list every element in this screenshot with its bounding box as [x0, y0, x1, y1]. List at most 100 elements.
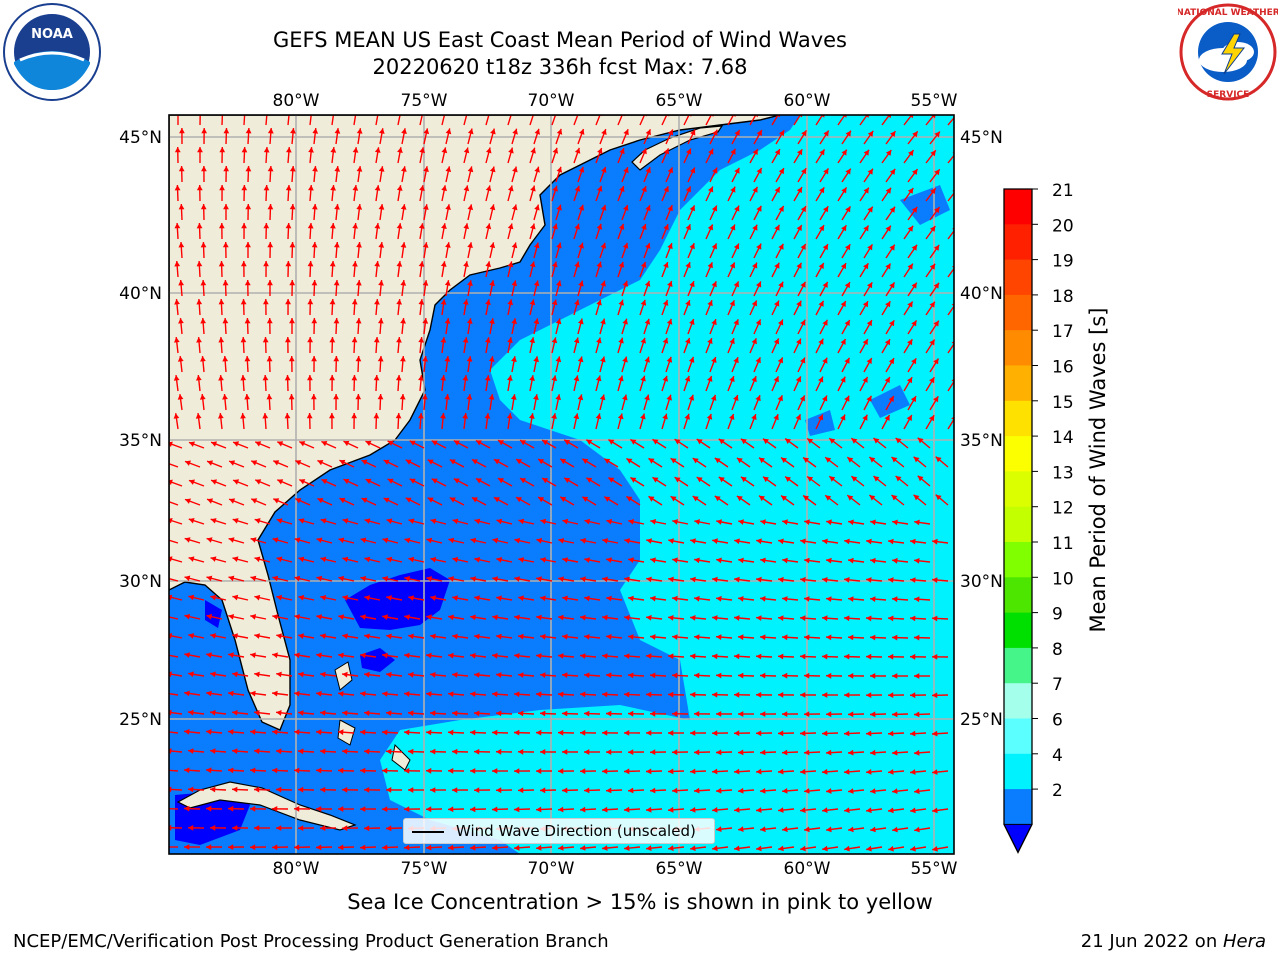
wind-wave-arrowhead [891, 457, 898, 463]
wind-wave-arrowhead [184, 575, 191, 582]
wind-wave-arrowhead [560, 496, 567, 503]
wind-wave-arrowhead [206, 652, 212, 658]
wind-wave-arrowhead [342, 748, 348, 755]
wind-wave-arrowhead [884, 377, 890, 383]
footer-date: 21 Jun 2022 on Hera [1081, 931, 1266, 952]
wind-wave-arrowhead [782, 788, 788, 794]
wind-wave-arrowhead [800, 768, 806, 775]
wind-wave-arrowhead [840, 376, 846, 383]
wind-wave-arrowhead [467, 204, 474, 211]
wind-wave-arrowhead [738, 596, 744, 602]
wind-wave-arrowhead [386, 518, 393, 524]
wind-wave-arrowhead [782, 749, 788, 756]
wind-wave-arrowhead [826, 634, 832, 641]
wind-wave-arrowhead [316, 844, 322, 851]
wind-wave-arrow [169, 462, 179, 468]
wind-wave-arrowhead [552, 261, 558, 268]
wind-wave-arrowhead [892, 711, 898, 718]
wind-wave-arrowhead [624, 730, 630, 736]
wind-wave-arrowhead [663, 186, 669, 193]
wind-wave-arrowhead [730, 224, 736, 231]
wind-wave-arrowhead [760, 634, 766, 641]
wind-wave-arrowhead [514, 653, 520, 659]
wind-wave-arrowhead [694, 634, 700, 640]
wind-wave-arrowhead [822, 615, 828, 622]
wind-wave-arrowhead [580, 691, 586, 698]
wind-wave-arrowhead [914, 826, 920, 833]
wind-wave-arrowhead [536, 653, 542, 659]
wind-wave-arrowhead [188, 709, 194, 716]
wind-wave-arrowhead [254, 748, 260, 755]
wind-wave-arrowhead [320, 786, 326, 793]
wind-wave-arrowhead [826, 519, 832, 526]
wind-wave-arrowhead [606, 710, 612, 717]
wind-wave-arrowhead [866, 395, 872, 402]
wind-wave-arrowhead [574, 147, 581, 154]
wind-wave-arrowhead [562, 749, 568, 755]
wind-wave-arrow [551, 115, 557, 126]
wind-wave-arrowhead [218, 413, 224, 419]
wind-wave-arrowhead [298, 671, 304, 678]
wind-wave-arrowhead [690, 615, 696, 621]
wind-wave-arrowhead [174, 147, 181, 153]
wind-wave-arrow [947, 342, 954, 354]
wind-wave-arrowhead [178, 318, 184, 324]
wind-wave-arrowhead [361, 459, 368, 465]
wind-wave-arrowhead [672, 711, 678, 717]
plot-title: GEFS MEAN US East Coast Mean Period of W… [273, 28, 847, 52]
wind-wave-arrowhead [530, 185, 536, 192]
wind-wave-arrowhead [400, 356, 406, 362]
wind-wave-arrowhead [396, 299, 402, 305]
wind-wave-arrowhead [841, 225, 847, 232]
wind-wave-arrowhead [409, 478, 416, 484]
wind-wave-arrowhead [618, 261, 625, 268]
wind-wave-arrowhead [756, 576, 762, 583]
wind-wave-arrowhead [196, 299, 203, 305]
wind-wave-arrowhead [751, 414, 757, 420]
wind-wave-arrowhead [584, 634, 590, 640]
wind-wave-arrowhead [867, 130, 874, 137]
wind-wave-arrowhead [934, 169, 940, 176]
wind-wave-arrowhead [339, 497, 346, 504]
wind-wave-arrowhead [240, 413, 246, 419]
wind-wave-arrowhead [375, 109, 381, 115]
wind-wave-arrow [947, 417, 954, 430]
wind-wave-arrowhead [844, 538, 850, 545]
wind-wave-arrowhead [600, 318, 606, 325]
wind-wave-arrowhead [818, 300, 824, 307]
wind-wave-arrowhead [672, 749, 678, 756]
wind-wave-arrowhead [595, 375, 602, 382]
wind-wave-arrowhead [866, 320, 872, 327]
wind-wave-arrowhead [470, 806, 476, 813]
sea-ice-note: Sea Ice Concentration > 15% is shown in … [347, 890, 933, 914]
wind-wave-arrowhead [518, 595, 524, 602]
wind-wave-arrow [463, 115, 468, 126]
wind-wave-arrowhead [289, 318, 295, 324]
wind-wave-arrowhead [707, 262, 713, 269]
wind-wave-arrowhead [378, 204, 385, 210]
wind-wave-arrowhead [869, 495, 876, 501]
wind-wave-arrowhead [244, 394, 251, 400]
wind-wave-arrowhead [374, 261, 380, 267]
wind-wave-arrowhead [668, 653, 674, 660]
wind-wave-arrowhead [207, 498, 213, 504]
wind-wave-arrowhead [430, 633, 436, 640]
wind-wave-arrowhead [178, 242, 185, 248]
wind-wave-arrowhead [706, 413, 713, 420]
wind-wave-arrowhead [862, 339, 868, 345]
wind-wave-arrowhead [562, 595, 568, 602]
lon-label: 70°W [528, 91, 575, 111]
wind-wave-arrowhead [778, 205, 784, 212]
colorbar-segment [1004, 330, 1032, 366]
wind-wave-arrowhead [935, 456, 942, 463]
wind-wave-arrowhead [712, 691, 718, 698]
wind-wave-arrowhead [712, 807, 718, 813]
wind-wave-arrowhead [556, 242, 562, 249]
wind-wave-arrowhead [618, 337, 624, 344]
wind-wave-arrowhead [353, 109, 359, 115]
wind-wave-arrowhead [169, 556, 173, 562]
wind-wave-arrowhead [317, 460, 324, 466]
wind-wave-arrowhead [241, 261, 247, 267]
wind-wave-arrowhead [250, 844, 256, 851]
wind-wave-arrowhead [320, 633, 326, 639]
